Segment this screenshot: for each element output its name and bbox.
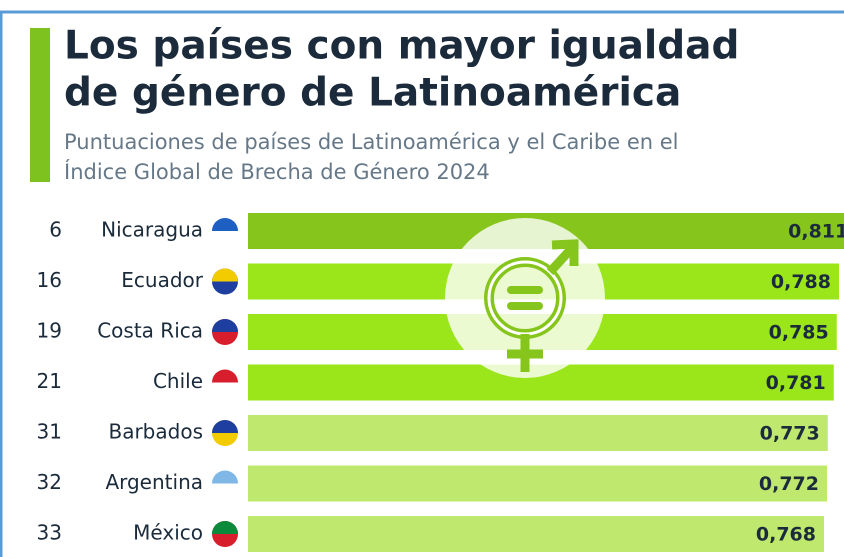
frame — [0, 10, 844, 557]
rank-label: 31 — [37, 420, 62, 444]
value-label: 0,772 — [759, 473, 819, 495]
category-label: Barbados — [108, 420, 203, 444]
flag — [212, 319, 238, 332]
flag — [212, 470, 238, 484]
category-label: México — [133, 521, 203, 545]
bar — [248, 516, 824, 552]
rank-label: 33 — [37, 521, 62, 545]
flag — [212, 268, 238, 282]
category-label: Chile — [153, 369, 203, 393]
category-label: Nicaragua — [101, 218, 203, 242]
rank-label: 21 — [37, 369, 62, 393]
flag — [212, 369, 238, 383]
bar — [248, 465, 827, 502]
value-label: 0,785 — [769, 322, 829, 344]
value-label: 0,768 — [756, 524, 816, 546]
flag — [212, 420, 238, 433]
chart-subtitle: Puntuaciones de países de Latinoamérica … — [64, 130, 678, 154]
category-label: Argentina — [105, 470, 203, 494]
gender-icon — [445, 218, 605, 378]
category-label: Costa Rica — [97, 319, 203, 343]
chart-title: Los países con mayor igualdad — [64, 24, 739, 69]
category-label: Ecuador — [121, 268, 203, 292]
value-label: 0,788 — [771, 271, 831, 293]
flag — [212, 521, 238, 534]
value-label: 0,781 — [766, 372, 826, 394]
chart-subtitle: Índice Global de Brecha de Género 2024 — [64, 159, 490, 184]
chart-title: de género de Latinoamérica — [64, 71, 681, 116]
value-label: 0,773 — [760, 423, 820, 445]
rank-label: 16 — [37, 268, 62, 292]
value-label: 0,811 — [788, 221, 844, 243]
bar — [248, 415, 828, 451]
rank-label: 19 — [37, 319, 62, 343]
rank-label: 6 — [49, 218, 62, 242]
flag — [212, 218, 238, 231]
rank-label: 32 — [37, 470, 62, 494]
accent-bar — [30, 28, 50, 182]
